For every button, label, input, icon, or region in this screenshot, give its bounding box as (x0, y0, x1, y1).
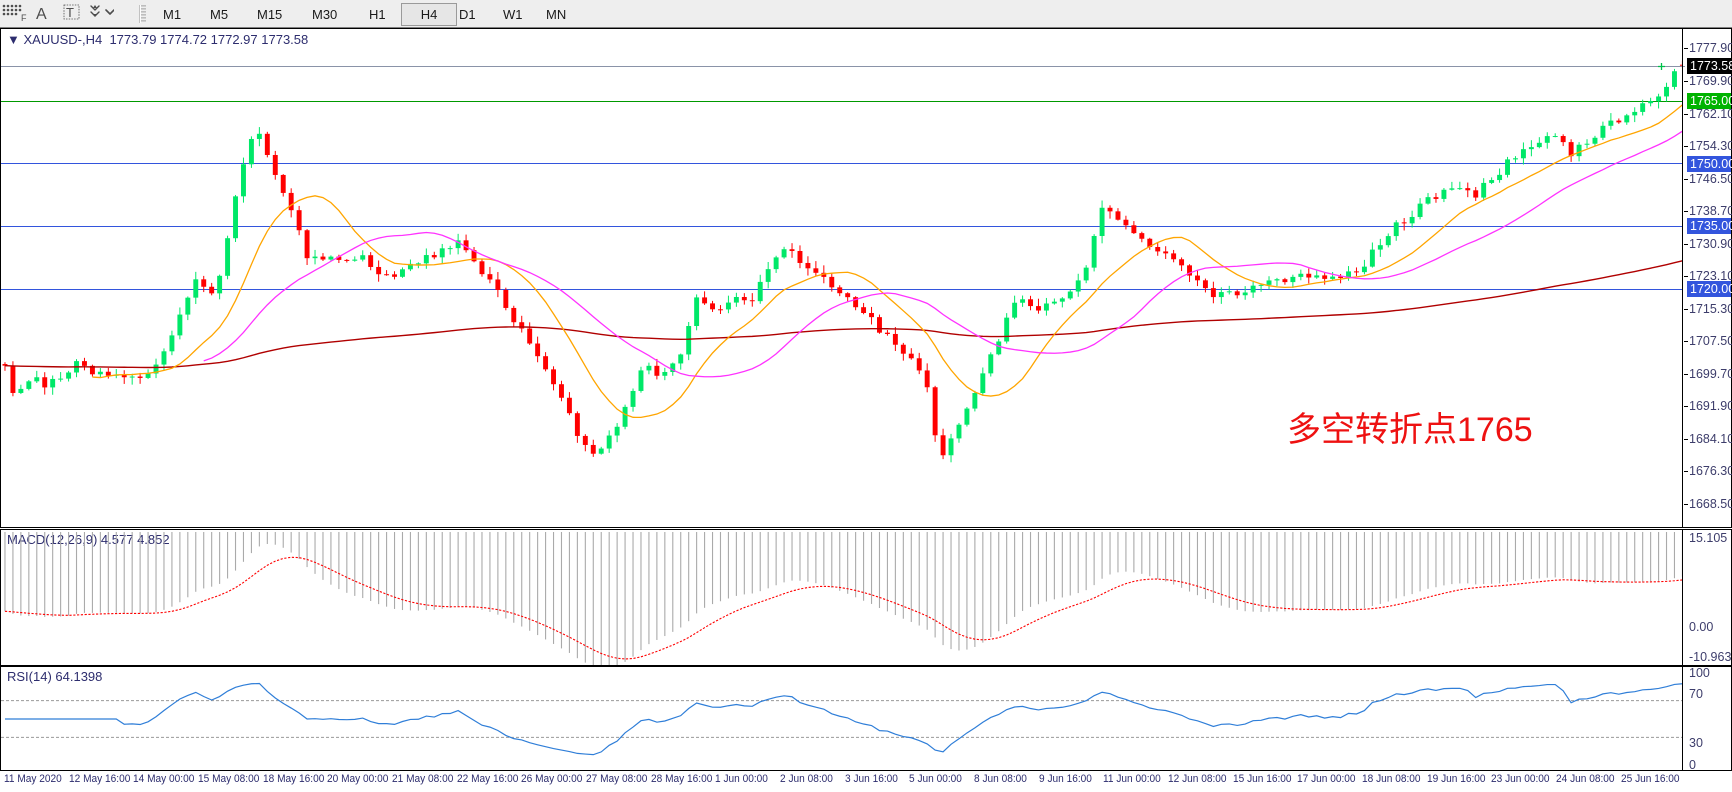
svg-text:T: T (66, 5, 74, 20)
svg-text:A: A (36, 6, 47, 22)
svg-text:F: F (21, 13, 27, 22)
